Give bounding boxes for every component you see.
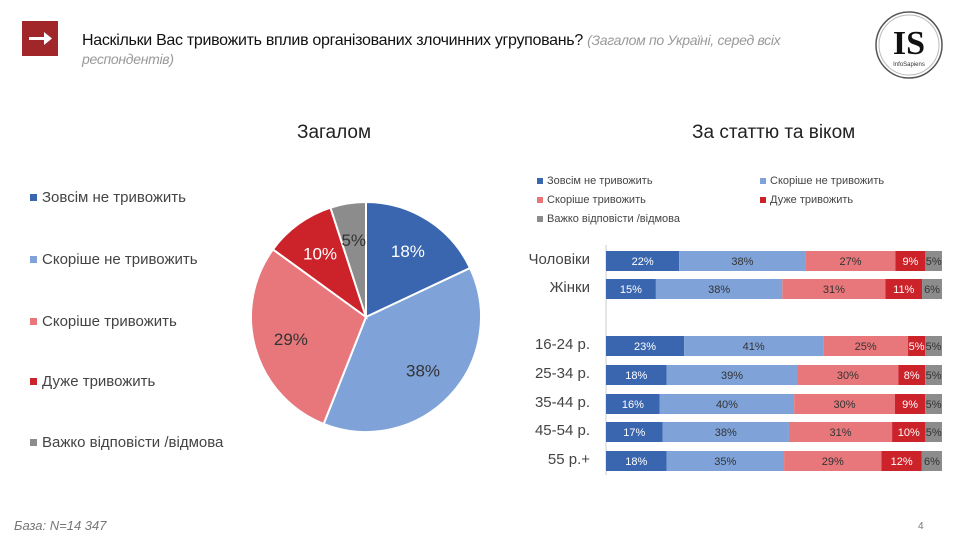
bar-legend-item: Скоріше тривожить <box>537 194 646 206</box>
pie-data-label: 18% <box>391 242 425 261</box>
legend-label: Зовсім не тривожить <box>547 175 653 187</box>
title-text: Наскільки Вас тривожить вплив організова… <box>82 32 583 49</box>
bar-category-label: 25-34 р. <box>534 365 590 382</box>
svg-text:IS: IS <box>893 25 925 62</box>
pie-data-label: 38% <box>406 362 440 381</box>
pie-legend-item: Зовсім не тривожить <box>30 189 186 206</box>
legend-swatch <box>760 178 766 184</box>
pie-legend-item: Дуже тривожить <box>30 373 155 390</box>
legend-swatch <box>760 197 766 203</box>
legend-label: Дуже тривожить <box>42 373 156 390</box>
legend-swatch <box>537 178 543 184</box>
base-note: База: N=14 347 <box>14 518 107 533</box>
pie-data-label: 5% <box>341 231 366 250</box>
pie-data-label: 29% <box>274 330 308 349</box>
legend-swatch <box>537 197 543 203</box>
pie-slice <box>271 206 368 320</box>
legend-label: Скоріше тривожить <box>547 194 646 206</box>
bar-title: За статтю та віком <box>692 122 856 143</box>
legend-label: Скоріше не тривожить <box>42 251 198 268</box>
bar-category-label: 45-54 р. <box>534 422 590 439</box>
legend-swatch <box>537 216 543 222</box>
pie-slice <box>322 266 482 433</box>
slide-title: Наскільки Вас тривожить вплив організова… <box>82 31 862 69</box>
pie-slice <box>250 248 368 426</box>
pie-slice <box>365 200 472 319</box>
svg-text:InfoSapiens: InfoSapiens <box>893 62 925 68</box>
pie-slice <box>329 200 367 318</box>
legend-label: Зовсім не тривожить <box>42 189 186 206</box>
bar-category-label: 35-44 р. <box>534 394 590 411</box>
pie-title: Загалом <box>297 122 372 143</box>
pie-legend-item: Скоріше тривожить <box>30 313 177 330</box>
pie-legend-item: Скоріше не тривожить <box>30 251 198 268</box>
bar-legend-item: Зовсім не тривожить <box>537 175 653 187</box>
legend-swatch <box>30 318 37 325</box>
bar-legend-item: Дуже тривожить <box>760 194 853 206</box>
legend-label: Важко відповісти /відмова <box>547 213 681 225</box>
title-subtitle: (Загалом по Україні, серед всіх респонде… <box>82 32 781 67</box>
legend-label: Скоріше тривожить <box>42 313 177 330</box>
legend-swatch <box>30 439 37 446</box>
bar-category-label: Чоловіки <box>528 251 590 268</box>
pie-legend-item: Важко відповісти /відмова <box>30 434 223 451</box>
bar-legend-item: Скоріше не тривожить <box>760 175 884 187</box>
infosapiens-logo: IS InfoSapiens <box>874 10 944 80</box>
legend-label: Скоріше не тривожить <box>770 175 885 187</box>
bar-category-label: 16-24 р. <box>534 336 590 353</box>
bar-category-label: 55 р.+ <box>547 451 590 468</box>
page-number: 4 <box>918 521 924 532</box>
bar-category-label: Жінки <box>549 279 590 296</box>
legend-swatch <box>30 256 37 263</box>
legend-swatch <box>30 378 37 385</box>
legend-label: Дуже тривожить <box>770 194 854 206</box>
legend-label: Важко відповісти /відмова <box>42 434 224 451</box>
bar-legend-item: Важко відповісти /відмова <box>537 213 680 225</box>
pie-data-label: 10% <box>303 245 337 264</box>
legend-swatch <box>30 194 37 201</box>
arrow-icon <box>22 21 58 56</box>
